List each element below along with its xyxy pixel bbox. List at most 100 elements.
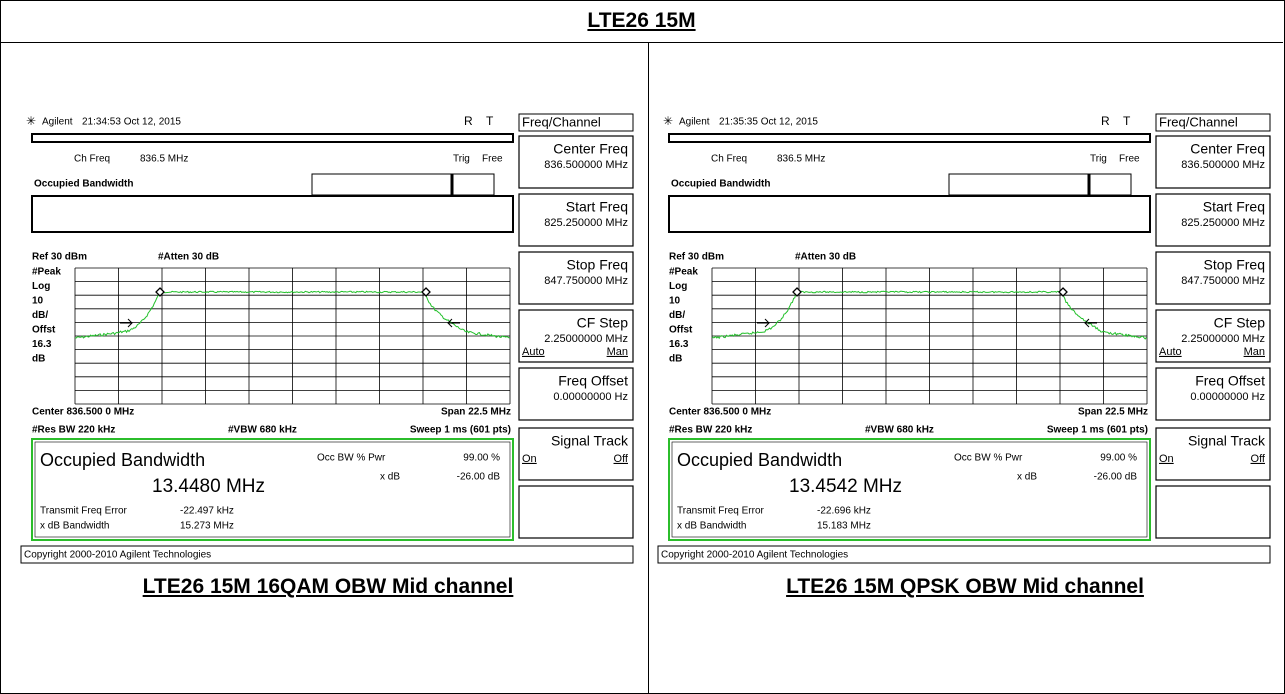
xbw-value: 15.273 MHz	[180, 521, 234, 532]
message-box	[668, 195, 1151, 233]
column-divider	[648, 43, 649, 693]
tfe-value: -22.497 kHz	[180, 506, 234, 517]
softkey-box	[1155, 367, 1271, 421]
vbw-label: #VBW 680 kHz	[865, 425, 934, 436]
arrow-left	[447, 318, 460, 328]
tfe-value: -22.696 kHz	[817, 506, 871, 517]
sweep-label: Sweep 1 ms (601 pts)	[410, 425, 511, 436]
softkey-option: Man	[1244, 346, 1265, 358]
header-title: LTE26 15M	[0, 0, 1283, 43]
scale-label: dB/	[669, 310, 685, 321]
status-r: R	[1101, 114, 1110, 128]
softkey-box	[518, 251, 634, 305]
softkey-box	[1155, 135, 1271, 189]
obw-value: 13.4542 MHz	[789, 476, 902, 497]
copyright: Copyright 2000-2010 Agilent Technologies	[661, 550, 848, 561]
vbw-label: #VBW 680 kHz	[228, 425, 297, 436]
xbw-label: x dB Bandwidth	[677, 521, 747, 532]
copyright-bar	[657, 545, 1271, 564]
caption: LTE26 15M 16QAM OBW Mid channel	[142, 575, 514, 598]
marker	[155, 287, 165, 297]
trig-label: Trig	[453, 154, 470, 165]
analyzer-screenshot: ✳ Agilent 21:35:35 Oct 12, 2015 R T Ch Freq 83…	[657, 113, 1271, 564]
ref-label: Ref 30 dBm	[669, 252, 724, 263]
scale-label: Offst	[669, 325, 693, 336]
softkey-label: Center Freq	[553, 141, 628, 157]
marker	[1058, 287, 1068, 297]
softkey-box	[1155, 193, 1271, 247]
trig-mode: Free	[1119, 154, 1140, 165]
scale-label: Offst	[32, 325, 56, 336]
status-r: R	[464, 114, 473, 128]
softkey-value: 847.750000 MHz	[1181, 275, 1265, 287]
logo-icon: ✳	[26, 114, 36, 128]
span-label: Span 22.5 MHz	[441, 407, 511, 418]
result-title: Occupied Bandwidth	[40, 450, 205, 470]
menu-title-box	[518, 113, 634, 132]
softkey-label: Start Freq	[566, 199, 628, 215]
marker	[792, 287, 802, 297]
copyright-bar	[20, 545, 634, 564]
menu-title-box	[1155, 113, 1271, 132]
res-bw-label: #Res BW 220 kHz	[32, 425, 115, 436]
softkey-label: Stop Freq	[567, 257, 628, 273]
scale-label: Log	[32, 281, 50, 292]
marker	[421, 287, 431, 297]
atten-label: #Atten 30 dB	[795, 252, 856, 263]
caption: LTE26 15M QPSK OBW Mid channel	[786, 575, 1144, 598]
ch-freq-label: Ch Freq	[74, 154, 110, 165]
ch-freq-label: Ch Freq	[711, 154, 747, 165]
xdb-value: -26.00 dB	[457, 472, 501, 483]
softkey-value: 0.00000000 Hz	[553, 391, 628, 403]
softkey-option: On	[1159, 453, 1174, 465]
softkey-label: CF Step	[577, 315, 629, 331]
softkey-label: Start Freq	[1203, 199, 1265, 215]
scale-label: Log	[669, 281, 687, 292]
timestamp: 21:34:53 Oct 12, 2015	[82, 117, 181, 128]
softkey-label: Stop Freq	[1204, 257, 1265, 273]
softkey-box	[518, 135, 634, 189]
softkey-label: CF Step	[1214, 315, 1266, 331]
scale-label: 10	[669, 296, 681, 307]
xdb-label: x dB	[1017, 472, 1037, 483]
softkey-box	[1155, 485, 1271, 539]
center-label: Center 836.500 0 MHz	[669, 407, 771, 418]
softkey-value: 2.25000000 MHz	[1181, 333, 1265, 345]
ch-freq: 836.5 MHz	[140, 154, 188, 165]
obw-value: 13.4480 MHz	[152, 476, 265, 497]
mode-label: Occupied Bandwidth	[34, 179, 133, 190]
softkey-option: Auto	[522, 346, 545, 358]
result-inner	[34, 441, 511, 538]
softkey-value: 2.25000000 MHz	[544, 333, 628, 345]
arrow-right	[120, 318, 133, 328]
status-t: T	[486, 114, 494, 128]
softkey-option: Man	[607, 346, 628, 358]
softkey-value: 836.500000 MHz	[544, 159, 628, 171]
softkey-label: Freq Offset	[1195, 373, 1265, 389]
xbw-value: 15.183 MHz	[817, 521, 871, 532]
softkey-box	[1155, 251, 1271, 305]
center-label: Center 836.500 0 MHz	[32, 407, 134, 418]
softkey-box	[518, 367, 634, 421]
ch-freq: 836.5 MHz	[777, 154, 825, 165]
softkey-option: Off	[1251, 453, 1266, 465]
occ-value: 99.00 %	[463, 453, 500, 464]
occ-label: Occ BW % Pwr	[317, 453, 386, 464]
trig-label: Trig	[1090, 154, 1107, 165]
brand: Agilent	[679, 117, 710, 128]
scale-label: #Peak	[669, 267, 698, 278]
message-box	[31, 195, 514, 233]
scale-label: 16.3	[669, 339, 689, 350]
scale-label: 16.3	[32, 339, 52, 350]
sweep-label: Sweep 1 ms (601 pts)	[1047, 425, 1148, 436]
softkey-value: 836.500000 MHz	[1181, 159, 1265, 171]
softkey-label: Center Freq	[1190, 141, 1265, 157]
arrow-right	[757, 318, 770, 328]
softkey-label: Signal Track	[551, 433, 629, 449]
scale-label: dB/	[32, 310, 48, 321]
trigger-box	[948, 173, 1132, 196]
occ-label: Occ BW % Pwr	[954, 453, 1023, 464]
spectrum-trace	[75, 290, 510, 339]
softkey-value: 0.00000000 Hz	[1190, 391, 1265, 403]
status-t: T	[1123, 114, 1131, 128]
